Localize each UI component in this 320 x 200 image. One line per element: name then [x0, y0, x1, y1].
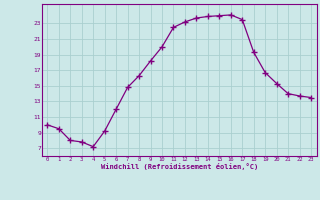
X-axis label: Windchill (Refroidissement éolien,°C): Windchill (Refroidissement éolien,°C) — [100, 163, 258, 170]
